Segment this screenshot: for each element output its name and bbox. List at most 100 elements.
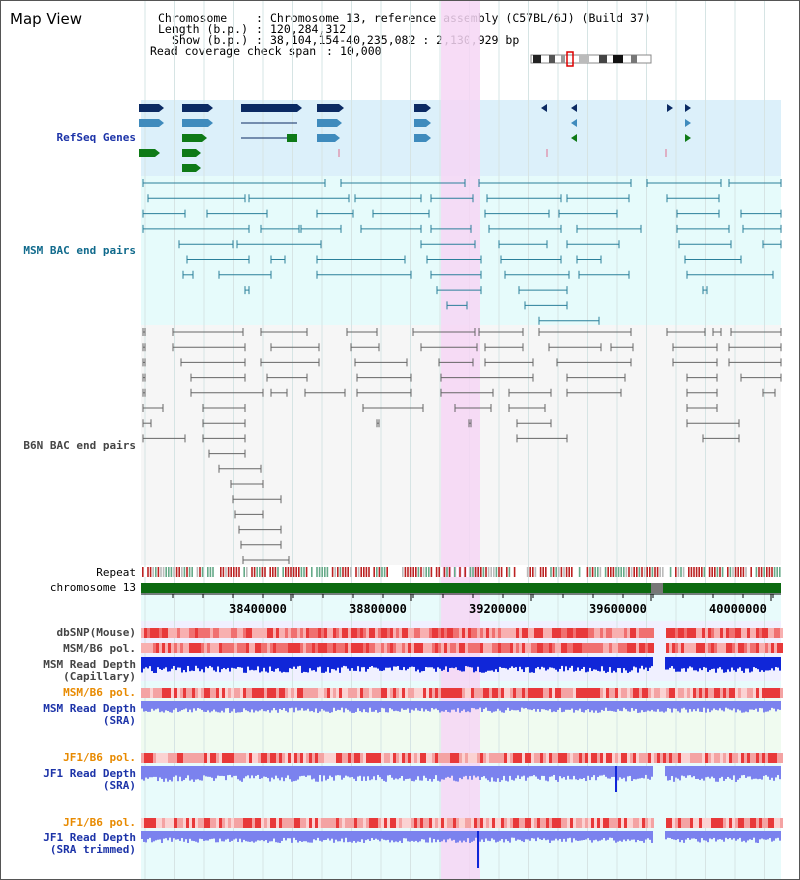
polymorphism-bin <box>159 628 162 638</box>
depth-bin <box>491 701 493 713</box>
track-label-b6n-bac[interactable]: B6N BAC end pairs <box>23 439 136 452</box>
depth-bin <box>247 766 249 776</box>
depth-bin <box>743 657 745 673</box>
depth-bin <box>723 766 725 781</box>
depth-bin <box>547 657 549 670</box>
gene-feature[interactable] <box>287 134 297 142</box>
depth-bin <box>749 766 751 777</box>
depth-bin <box>591 701 593 711</box>
polymorphism-bin <box>420 628 423 638</box>
ideogram-position-marker[interactable] <box>566 51 574 67</box>
gene-feature[interactable] <box>182 119 208 127</box>
polymorphism-bin <box>183 753 186 763</box>
depth-bin <box>517 766 519 776</box>
depth-bin <box>155 831 157 841</box>
depth-bin <box>171 831 173 842</box>
polymorphism-bin <box>567 643 570 653</box>
gene-feature[interactable] <box>414 134 426 142</box>
depth-bin <box>715 701 717 710</box>
depth-bin <box>531 831 533 839</box>
polymorphism-bin <box>321 628 324 638</box>
depth-bin <box>307 766 309 776</box>
polymorphism-bin <box>537 753 540 763</box>
polymorphism-bin <box>351 753 354 763</box>
depth-bin <box>505 831 507 840</box>
polymorphism-bin <box>213 818 216 828</box>
depth-bin <box>699 657 701 669</box>
polymorphism-bin <box>417 643 420 653</box>
depth-bin <box>161 657 163 670</box>
repeat-feature <box>581 567 583 577</box>
depth-bin <box>683 701 685 708</box>
depth-bin <box>737 701 739 710</box>
track-label-msm-bac[interactable]: MSM BAC end pairs <box>23 244 136 257</box>
gene-feature[interactable] <box>182 149 196 157</box>
gene-feature[interactable] <box>139 104 159 112</box>
depth-bin <box>385 831 387 841</box>
depth-bin <box>513 657 515 668</box>
gene-feature[interactable] <box>139 149 155 157</box>
gene-feature[interactable] <box>241 104 297 112</box>
polymorphism-bin <box>459 628 462 638</box>
depth-bin <box>727 766 729 777</box>
gene-feature[interactable] <box>414 119 426 127</box>
depth-bin <box>461 766 463 780</box>
polymorphism-bin <box>462 628 465 638</box>
polymorphism-bin <box>246 753 249 763</box>
depth-bin <box>245 831 247 842</box>
polymorphism-bin <box>447 818 450 828</box>
polymorphism-bin <box>615 688 618 698</box>
gene-feature[interactable] <box>317 134 335 142</box>
depth-bin <box>723 701 725 712</box>
polymorphism-bin <box>216 643 219 653</box>
gene-feature[interactable] <box>182 104 208 112</box>
depth-bin <box>435 831 437 843</box>
depth-bin <box>619 766 621 778</box>
polymorphism-bin <box>330 688 333 698</box>
repeat-feature <box>623 567 625 577</box>
chromosome-bar[interactable] <box>141 583 781 593</box>
polymorphism-bin <box>201 688 204 698</box>
depth-bin <box>341 657 343 668</box>
dbsnp-track <box>141 628 783 638</box>
gene-feature[interactable] <box>182 164 196 172</box>
polymorphism-bin <box>471 753 474 763</box>
depth-bin <box>403 831 405 839</box>
depth-bin <box>417 831 419 843</box>
depth-bin <box>287 657 289 673</box>
depth-bin <box>429 766 431 779</box>
depth-bin <box>545 766 547 781</box>
polymorphism-bin <box>309 753 312 763</box>
polymorphism-bin <box>165 628 168 638</box>
polymorphism-bin <box>273 753 276 763</box>
depth-bin <box>299 701 301 711</box>
depth-bin <box>543 766 545 776</box>
polymorphism-bin <box>375 753 378 763</box>
depth-bin <box>643 701 645 713</box>
gene-feature[interactable] <box>317 104 339 112</box>
gene-feature[interactable] <box>414 104 426 112</box>
depth-bin <box>231 766 233 778</box>
track-label-refseq[interactable]: RefSeq Genes <box>56 131 136 144</box>
selected-region-highlight[interactable] <box>441 1 480 879</box>
repeat-feature <box>448 567 451 577</box>
depth-bin <box>309 657 311 669</box>
repeat-feature <box>651 567 654 577</box>
repeat-feature <box>776 567 778 577</box>
polymorphism-bin <box>603 628 606 638</box>
depth-bin <box>545 701 547 711</box>
polymorphism-bin <box>423 628 426 638</box>
depth-bin <box>153 766 155 777</box>
gene-feature[interactable] <box>317 119 337 127</box>
polymorphism-bin <box>309 628 312 638</box>
depth-bin <box>535 831 537 842</box>
depth-bin <box>221 766 223 776</box>
repeat-feature <box>209 567 212 577</box>
polymorphism-bin <box>378 818 381 828</box>
gene-feature[interactable] <box>139 119 159 127</box>
gene-feature[interactable] <box>182 134 202 142</box>
depth-bin <box>377 766 379 775</box>
depth-bin <box>751 766 753 780</box>
polymorphism-bin <box>558 753 561 763</box>
